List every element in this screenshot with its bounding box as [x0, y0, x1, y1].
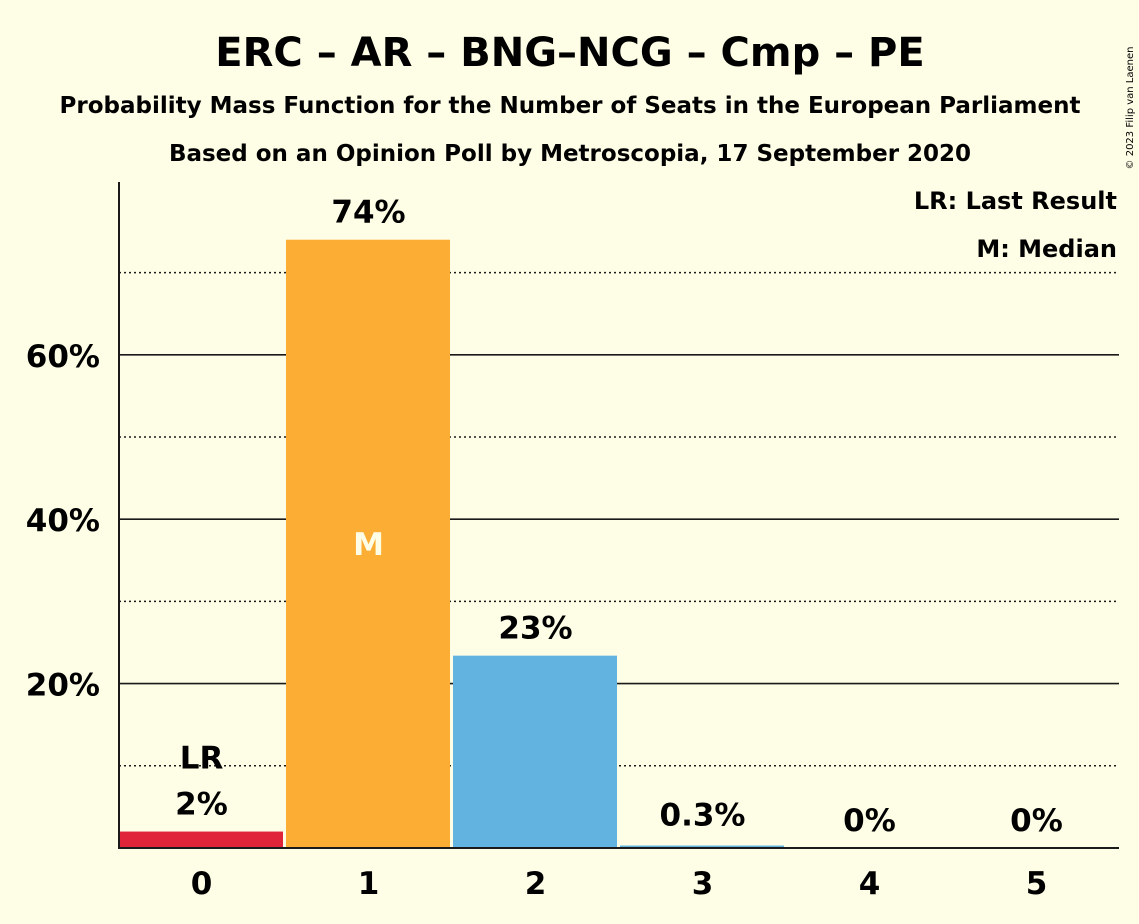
bar-value-label: 0%: [843, 803, 896, 839]
bar-value-label: 2%: [175, 787, 228, 823]
chart-subtitle: Probability Mass Function for the Number…: [60, 93, 1081, 119]
bar-seats-1: [286, 239, 450, 849]
x-tick-label: 5: [1026, 866, 1048, 902]
chart-subtitle-source: Based on an Opinion Poll by Metroscopia,…: [169, 141, 971, 167]
x-tick-label: 3: [692, 866, 714, 902]
y-tick-label: 40%: [26, 503, 100, 539]
x-tick-label: 4: [859, 866, 881, 902]
legend-median: M: Median: [976, 235, 1117, 263]
bar-value-label: 0.3%: [660, 798, 746, 834]
bar-seats-3: [620, 845, 784, 848]
x-tick-label: 2: [525, 866, 547, 902]
bar-seats-0: [119, 831, 283, 848]
chart-title: ERC – AR – BNG–NCG – Cmp – PE: [215, 30, 924, 76]
last-result-marker: LR: [180, 741, 224, 777]
y-axis-ticks: 20% 40% 60%: [26, 339, 100, 704]
bar-seats-2: [453, 655, 617, 848]
x-tick-label: 1: [358, 866, 380, 902]
y-tick-label: 20%: [26, 668, 100, 704]
median-marker: M: [353, 527, 384, 563]
x-axis-ticks: 0 1 2 3 4 5: [191, 866, 1048, 902]
copyright-note: © 2023 Filip van Laenen: [1125, 47, 1136, 170]
legend-last-result: LR: Last Result: [914, 187, 1117, 215]
y-tick-label: 60%: [26, 339, 100, 375]
bar-value-label: 74%: [331, 195, 405, 231]
grid-lines: [119, 271, 1119, 767]
x-tick-label: 0: [191, 866, 213, 902]
bars-group: [119, 239, 784, 849]
bar-value-label: 23%: [498, 611, 572, 647]
bar-labels-group: 2% LR 74% M 23% 0.3% 0% 0%: [175, 195, 1063, 839]
bar-value-label: 0%: [1010, 803, 1063, 839]
